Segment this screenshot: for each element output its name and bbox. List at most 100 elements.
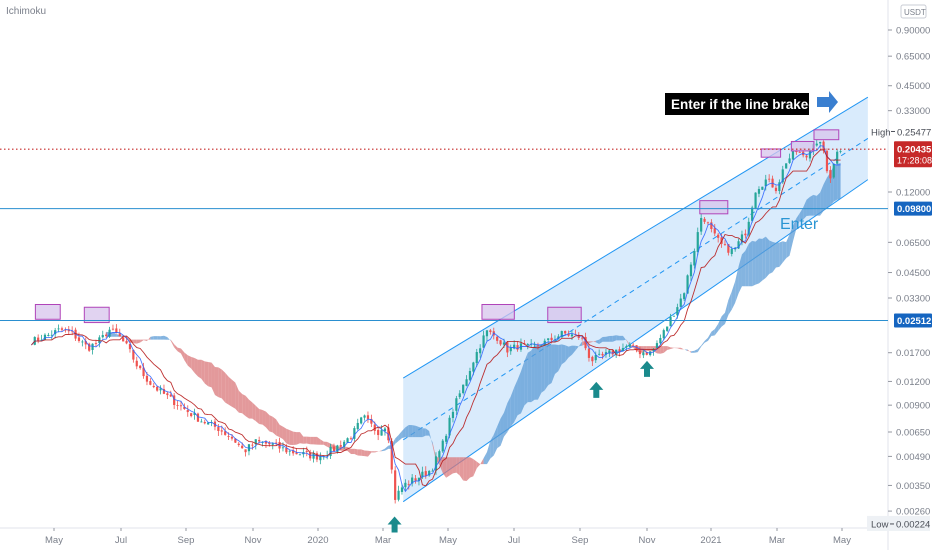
cloud-segment [514,379,518,423]
candle-body [81,341,84,343]
cloud-segment [228,376,232,407]
candle-body [220,430,223,432]
cloud-segment [554,344,559,375]
cloud-segment [816,192,821,216]
high-label: High [871,127,891,138]
cloud-segment [395,434,399,444]
time-tick-label: Nov [639,535,656,546]
cloud-segment [548,344,552,386]
candle-body [526,343,529,346]
cloud-segment [310,436,314,445]
candle-body [774,187,778,192]
cloud-segment [276,419,280,438]
cloud-segment [714,323,719,336]
cloud-segment [160,335,164,340]
cloud-segment [803,199,807,220]
cloud-segment [446,457,450,478]
cloud-segment [231,379,236,409]
candle-body [145,375,149,382]
cloud-segment [286,428,290,445]
candle-body [244,449,247,453]
candle-body [761,186,764,190]
candle-body [200,421,203,423]
price-tick-label: 0.00490 [896,452,930,463]
cloud-segment [153,336,158,340]
cloud-segment [799,207,804,221]
cloud-segment [350,448,355,455]
candle-body [781,169,784,183]
candle-body [288,450,291,452]
candle-body [431,470,434,472]
candle-body [485,330,489,337]
cloud-segment [483,452,487,465]
cloud-segment [303,436,307,444]
candle-body [149,381,152,385]
cloud-segment [242,394,246,417]
time-tick-label: Nov [245,535,262,546]
candle-body [791,151,795,160]
resistance-zone [547,306,582,324]
candle-body [805,155,808,158]
candle-body [339,445,342,447]
candle-body [332,446,336,452]
cloud-segment [558,344,562,372]
candle-body [179,405,183,407]
candle-body [472,362,475,372]
cloud-segment [476,461,481,469]
candle-body [105,334,108,337]
candle-body [615,349,618,354]
time-tick-label: Mar [375,535,391,546]
price-tick-label: 0.01200 [896,377,930,388]
cloud-segment [412,425,416,438]
candle-body [502,342,506,345]
candle-body [173,395,176,406]
candle-body [621,348,625,352]
time-axis: May Jul Sep Nov 2020 Mar May Jul Sep Nov 2021 Mar Ma… [45,528,851,546]
cloud-segment [786,234,790,259]
candle-body [567,333,570,336]
candle-body [666,326,669,331]
price-tick-label: 0.33000 [896,106,930,117]
cloud-segment [140,339,144,343]
cloud-segment [221,369,226,403]
cloud-segment [673,347,678,349]
callout-text: Enter if the line braked [671,97,817,112]
candle-body [152,385,155,388]
cloud-segment [565,345,569,362]
cloud-segment [782,241,787,263]
candle-body [237,443,240,445]
cloud-segment [452,457,457,474]
cloud-segment [170,339,175,348]
candle-body [723,244,727,245]
candle-body [285,447,288,453]
price-tick-label: 0.65000 [896,52,930,63]
level-badge-text: 0.02512 [897,316,931,327]
candle-body [319,456,322,461]
cloud-segment [146,336,151,341]
cloud-segment [758,238,763,284]
candle-body [740,234,744,243]
resistance-zone [481,303,515,320]
low-badge [867,515,930,531]
cloud-segment [813,194,817,216]
cloud-segment [405,424,409,438]
candle-body [499,340,502,345]
cloud-segment [670,347,674,350]
price-tick-label: 0.06500 [896,238,930,249]
cloud-segment [456,457,460,476]
cloud-segment [745,243,749,287]
candle-body [135,360,138,367]
candle-body [703,218,706,222]
candle-body [727,244,730,253]
price-tick-label: 0.45000 [896,81,930,92]
candle-body [475,352,478,363]
candle-body [390,440,393,470]
cloud-segment [248,399,253,419]
candle-body [360,417,363,424]
cloud-segment [806,196,810,217]
candle-body [584,336,587,349]
candle-body [40,339,43,341]
cloud-segment [378,450,382,452]
